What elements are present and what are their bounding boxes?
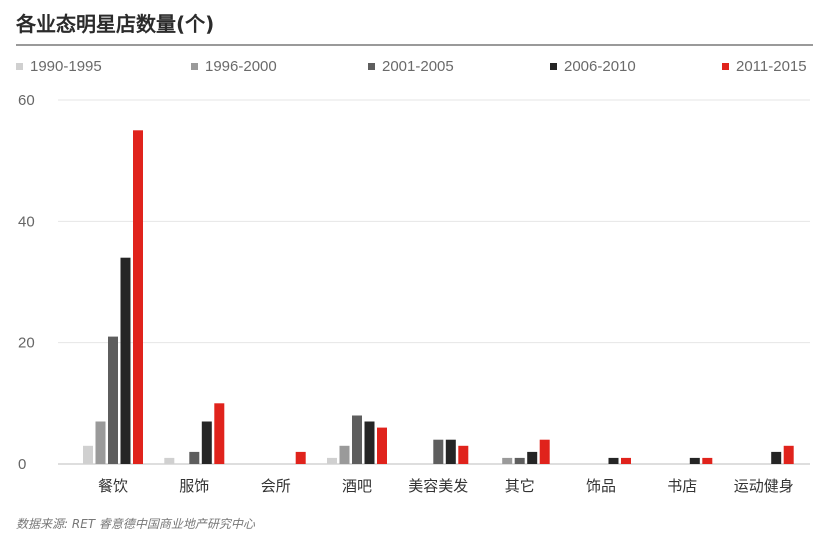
bar — [164, 457, 175, 464]
x-category-label: 酒吧 — [342, 477, 372, 495]
bar — [514, 457, 525, 464]
x-category-label: 书店 — [667, 477, 697, 495]
bar-chart: 0 20 40 60 餐饮 服饰 会所 酒吧 美容美发 其它 饰品 书店 运动健身 — [18, 92, 810, 495]
bar — [133, 130, 143, 465]
bar — [339, 445, 350, 464]
x-category-label: 其它 — [505, 477, 535, 495]
bar — [83, 445, 93, 464]
legend-label: 2011-2015 — [736, 58, 807, 75]
bar — [783, 445, 794, 464]
bar — [702, 457, 713, 464]
x-category-label: 运动健身 — [734, 477, 794, 495]
legend-item: 2011-2015 — [722, 58, 807, 75]
y-tick-label: 0 — [18, 456, 26, 473]
chart-legend: 1990-1995 1996-2000 2001-2005 2006-2010 2011… — [16, 58, 816, 78]
bar — [445, 439, 456, 464]
bar — [120, 257, 131, 464]
bar — [377, 427, 387, 464]
bar — [214, 403, 225, 464]
legend-swatch — [16, 63, 23, 70]
y-tick-label: 20 — [18, 335, 35, 352]
x-category-label: 美容美发 — [408, 477, 468, 495]
bar — [527, 451, 538, 464]
bar — [621, 457, 631, 464]
legend-swatch — [722, 63, 729, 70]
x-category-label: 服饰 — [179, 477, 209, 495]
legend-label: 2006-2010 — [564, 58, 636, 75]
bar — [327, 457, 337, 464]
bar — [771, 451, 782, 464]
bar — [189, 451, 200, 464]
legend-swatch — [550, 63, 557, 70]
legend-item: 2006-2010 — [550, 58, 636, 75]
bar — [608, 457, 619, 464]
chart-title: 各业态明星店数量(个) — [16, 12, 215, 36]
bar — [352, 415, 362, 464]
y-tick-label: 40 — [18, 213, 35, 230]
bar — [689, 457, 700, 464]
legend-label: 2001-2005 — [382, 58, 454, 75]
bar — [458, 445, 469, 464]
x-category-label: 餐饮 — [98, 477, 128, 495]
legend-label: 1990-1995 — [30, 58, 102, 75]
source-note: 数据来源: RET 睿意德中国商业地产研究中心 — [16, 517, 255, 531]
legend-item: 1996-2000 — [191, 58, 277, 75]
title-divider — [16, 44, 813, 46]
x-category-label: 饰品 — [586, 477, 616, 495]
legend-item: 1990-1995 — [16, 58, 102, 75]
legend-swatch — [368, 63, 375, 70]
x-category-label: 会所 — [261, 477, 291, 495]
bar — [433, 439, 444, 464]
bar — [201, 421, 212, 464]
bar — [502, 457, 513, 464]
bar — [108, 336, 118, 464]
legend-item: 2001-2005 — [368, 58, 454, 75]
bar — [95, 421, 106, 464]
bar — [364, 421, 375, 464]
y-tick-label: 60 — [18, 92, 35, 109]
bar — [539, 439, 550, 464]
bar — [295, 451, 306, 464]
legend-swatch — [191, 63, 198, 70]
legend-label: 1996-2000 — [205, 58, 277, 75]
